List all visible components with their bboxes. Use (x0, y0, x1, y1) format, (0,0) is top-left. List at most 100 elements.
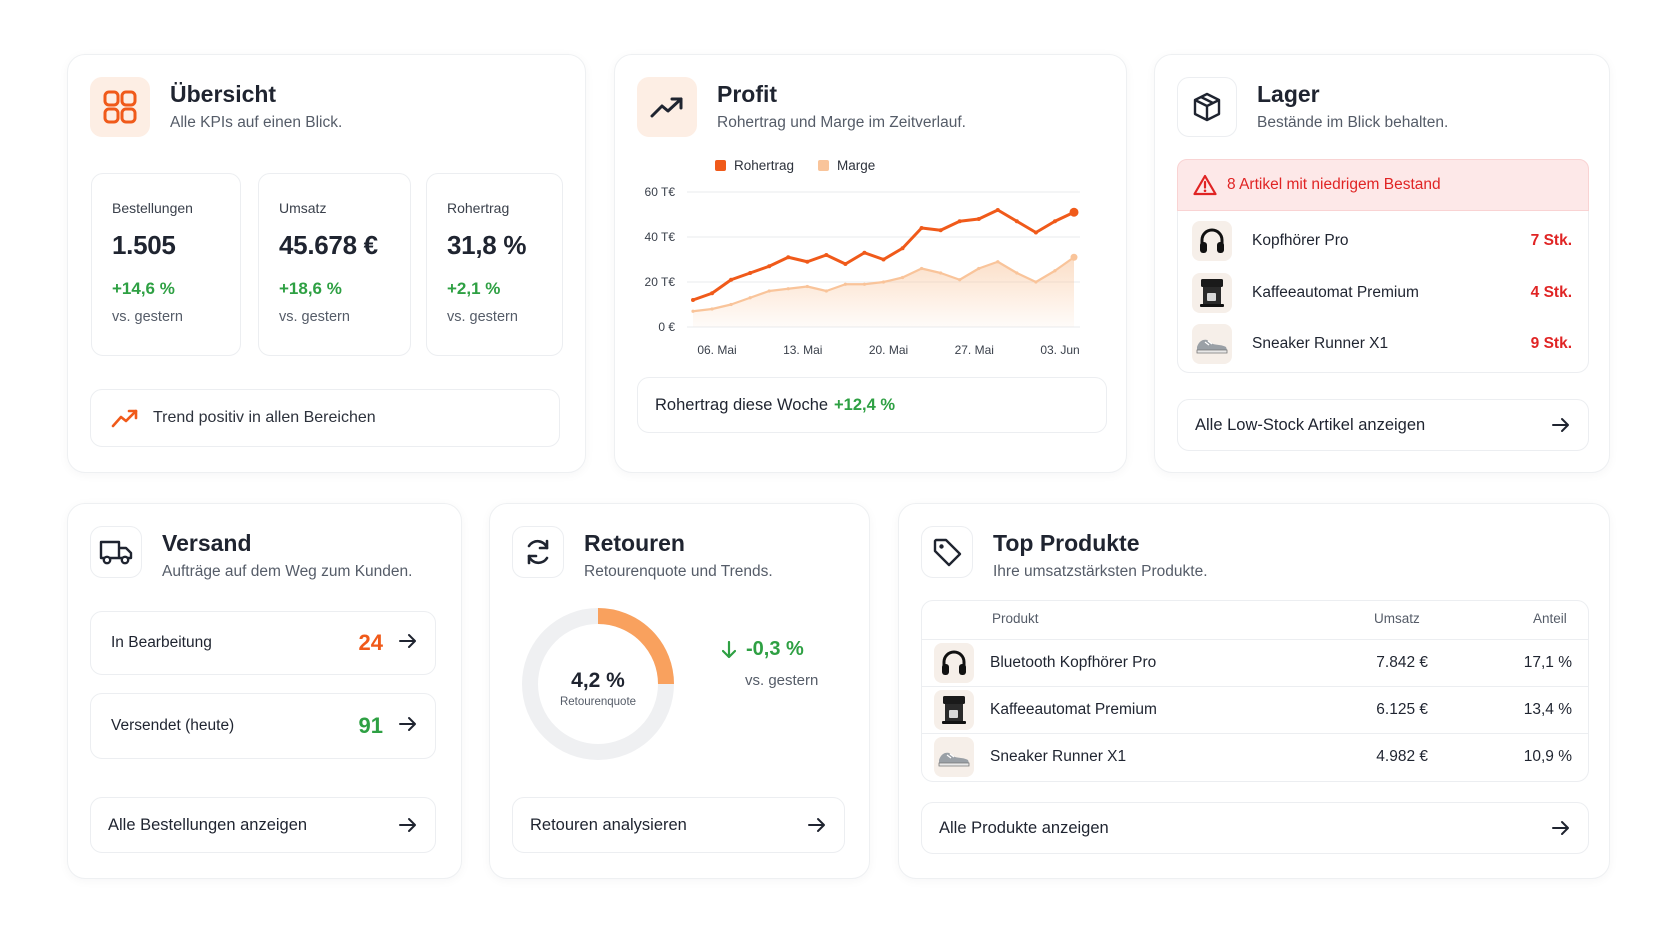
return-rate-delta: -0,3 % (722, 638, 804, 661)
show-low-stock-link[interactable]: Alle Low-Stock Artikel anzeigen (1177, 399, 1589, 451)
product-name: Bluetooth Kopfhörer Pro (990, 653, 1157, 671)
list-item[interactable]: Kopfhörer Pro 7 Stk. (1192, 219, 1572, 263)
top-products-card: Top Produkte Ihre umsatzstärksten Produk… (898, 503, 1610, 879)
kpi-note: vs. gestern (112, 309, 183, 325)
y-tick-label: 60 T€ (645, 185, 676, 199)
low-stock-alert: 8 Artikel mit niedrigem Bestand (1177, 159, 1589, 211)
product-share: 10,9 % (1523, 747, 1572, 765)
item-qty: 4 Stk. (1530, 284, 1572, 301)
data-point-rohertrag (938, 228, 943, 233)
show-orders-link[interactable]: Alle Bestellungen anzeigen (90, 797, 436, 853)
return-rate-label: Retourenquote (559, 696, 637, 708)
legend-item-rohertrag[interactable]: Rohertrag (715, 158, 794, 173)
trend-summary: Trend positiv in allen Bereichen (90, 389, 560, 447)
y-tick-label: 0 € (658, 320, 675, 334)
data-point-rohertrag (862, 250, 867, 255)
data-point-rohertrag (1033, 230, 1038, 235)
arrow-right-icon (808, 817, 826, 833)
kpi-gross-profit[interactable]: Rohertrag 31,8 % +2,1 % vs. gestern (426, 173, 563, 356)
alert-text: 8 Artikel mit niedrigem Bestand (1227, 176, 1441, 193)
table-row[interactable]: Bluetooth Kopfhörer Pro 7.842 € 17,1 % (922, 639, 1588, 685)
data-point-marge (729, 302, 733, 307)
data-point-rohertrag (1069, 207, 1079, 217)
data-point-marge (920, 266, 924, 271)
data-point-marge (748, 296, 752, 300)
trend-text: Trend positiv in allen Bereichen (153, 409, 376, 426)
returns-subtitle: Retourenquote und Trends. (584, 562, 773, 580)
column-header-product[interactable]: Produkt (992, 611, 1039, 626)
table-row[interactable]: Sneaker Runner X1 4.982 € 10,9 % (922, 733, 1588, 779)
list-item[interactable]: Sneaker Runner X1 9 Stk. (1192, 322, 1572, 366)
legend-item-marge[interactable]: Marge (818, 158, 875, 173)
item-name: Kaffeeautomat Premium (1252, 284, 1419, 301)
data-point-marge (862, 282, 867, 286)
data-point-rohertrag (786, 255, 791, 260)
shipping-subtitle: Aufträge auf dem Weg zum Kunden. (162, 562, 413, 580)
data-point-rohertrag (900, 246, 905, 251)
shipping-title: Versand (162, 530, 252, 556)
warning-icon (1193, 174, 1217, 196)
overview-subtitle: Alle KPIs auf einen Blick. (170, 113, 343, 131)
data-point-rohertrag (767, 264, 772, 269)
inventory-subtitle: Bestände im Blick behalten. (1257, 113, 1449, 131)
row-label: Versendet (heute) (111, 717, 235, 734)
arrow-down-icon (722, 640, 736, 658)
column-header-share[interactable]: Anteil (1533, 611, 1567, 626)
top-products-header: Top Produkte Ihre umsatzstärksten Produk… (921, 526, 1208, 581)
x-tick-label: 06. Mai (697, 343, 736, 357)
show-products-link[interactable]: Alle Produkte anzeigen (921, 802, 1589, 854)
trend-up-icon (637, 77, 697, 137)
kpi-orders[interactable]: Bestellungen 1.505 +14,6 % vs. gestern (91, 173, 241, 356)
legend-label: Rohertrag (734, 158, 795, 173)
data-point-marge (805, 284, 809, 289)
item-name: Sneaker Runner X1 (1252, 335, 1389, 352)
data-point-rohertrag (976, 217, 981, 221)
returns-title: Retouren (584, 530, 685, 556)
headphones-icon (1192, 221, 1232, 261)
kpi-revenue[interactable]: Umsatz 45.678 € +18,6 % vs. gestern (258, 173, 411, 356)
low-stock-list: Kopfhörer Pro 7 Stk. Kaffeeautomat Premi… (1177, 211, 1589, 373)
summary-value: +12,4 % (834, 395, 896, 414)
shipping-in-progress-row[interactable]: In Bearbeitung 24 (90, 611, 436, 675)
product-revenue: 4.982 € (1376, 747, 1428, 765)
product-revenue: 6.125 € (1376, 700, 1428, 718)
shipping-sent-today-row[interactable]: Versendet (heute) 91 (90, 693, 436, 759)
data-point-marge (824, 289, 828, 293)
x-tick-label: 03. Jun (1040, 343, 1079, 357)
column-header-revenue[interactable]: Umsatz (1374, 611, 1420, 626)
x-tick-label: 13. Mai (783, 343, 822, 357)
list-item[interactable]: Kaffeeautomat Premium 4 Stk. (1192, 271, 1572, 315)
refresh-icon (512, 526, 564, 578)
data-point-rohertrag (691, 298, 695, 302)
row-label: In Bearbeitung (111, 634, 212, 651)
data-point-rohertrag (748, 271, 753, 275)
data-point-rohertrag (824, 253, 829, 257)
arrow-right-icon (1552, 417, 1570, 433)
data-point-rohertrag (919, 226, 924, 230)
data-point-rohertrag (1052, 219, 1057, 224)
inventory-card: Lager Bestände im Blick behalten. 8 Arti… (1154, 54, 1610, 473)
inventory-header: Lager Bestände im Blick behalten. (1177, 77, 1448, 137)
y-tick-label: 20 T€ (645, 275, 676, 289)
item-qty: 9 Stk. (1530, 335, 1572, 352)
table-row[interactable]: Kaffeeautomat Premium 6.125 € 13,4 % (922, 686, 1588, 732)
link-label: Alle Produkte anzeigen (939, 818, 1109, 837)
chart-legend: Rohertrag Marge (715, 158, 899, 173)
product-revenue: 7.842 € (1376, 653, 1428, 671)
data-point-marge (767, 289, 771, 293)
analyze-returns-link[interactable]: Retouren analysieren (512, 797, 845, 853)
legend-label: Marge (837, 158, 876, 173)
top-products-title: Top Produkte (993, 530, 1140, 556)
overview-title: Übersicht (170, 81, 277, 107)
legend-swatch (818, 160, 830, 171)
kpi-delta: +2,1 % (447, 279, 501, 298)
tag-icon (921, 526, 973, 578)
data-point-marge (1034, 280, 1038, 284)
data-point-marge (1053, 269, 1057, 273)
data-point-marge (939, 271, 943, 275)
arrow-right-icon (399, 817, 417, 833)
data-point-marge (996, 260, 1000, 264)
return-rate-donut (522, 608, 674, 760)
data-point-marge (1015, 271, 1019, 275)
box-icon (1177, 77, 1237, 137)
